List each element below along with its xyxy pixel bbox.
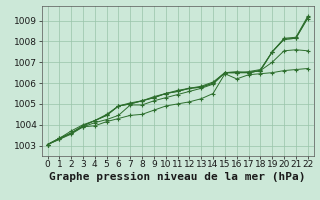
X-axis label: Graphe pression niveau de la mer (hPa): Graphe pression niveau de la mer (hPa) — [49, 172, 306, 182]
